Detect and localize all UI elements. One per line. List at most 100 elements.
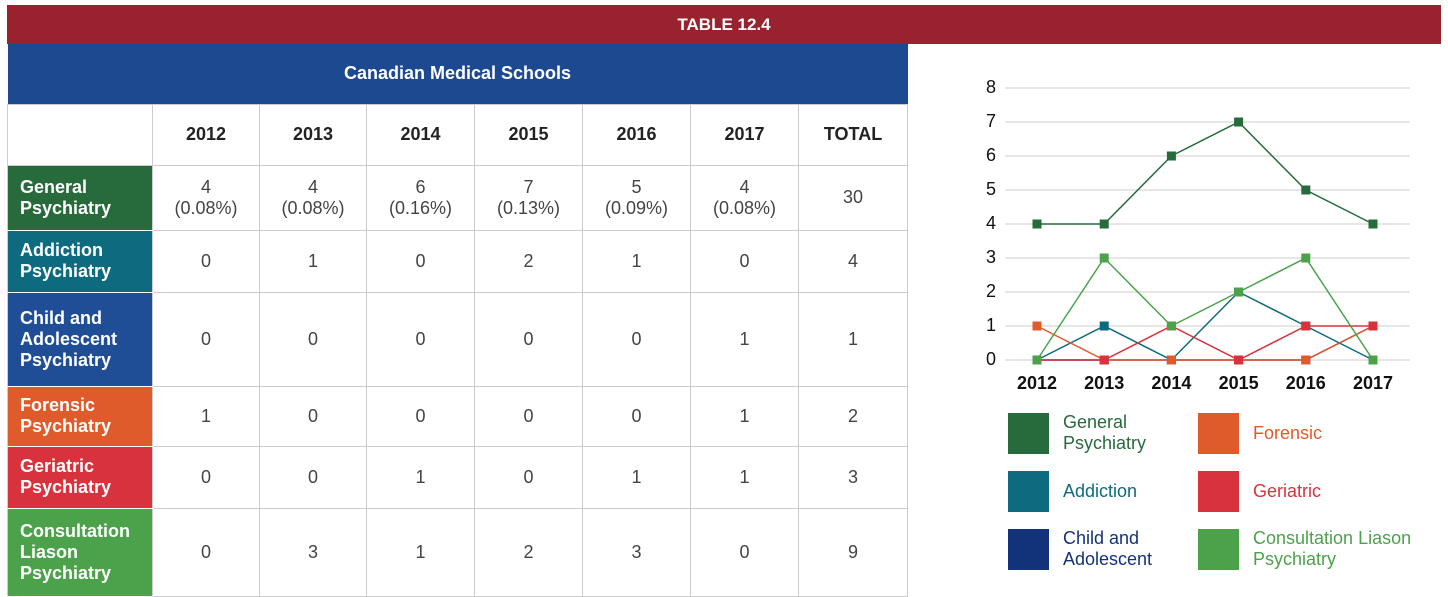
column-header: 2014 <box>366 103 475 166</box>
point <box>1099 253 1109 263</box>
cell: 3 <box>582 507 691 597</box>
row-label: Child and Adolescent Psychiatry <box>7 291 153 387</box>
series-line <box>1036 325 1374 361</box>
column-header: 2012 <box>152 103 260 166</box>
cell: 1 <box>366 445 475 509</box>
y-tick-label: 3 <box>986 247 996 267</box>
legend-item: Addiction <box>1008 470 1183 512</box>
cell: 1 <box>797 291 909 387</box>
legend-label: Forensic <box>1253 422 1323 443</box>
cell-line: 4 <box>200 176 211 197</box>
legend-label: Consultation Liason Psychiatry <box>1253 528 1412 569</box>
cell: 0 <box>152 229 260 293</box>
cell-line: 7 <box>523 176 534 197</box>
x-tick-label: 2013 <box>1084 373 1124 393</box>
point <box>1032 321 1042 331</box>
table-row: General Psychiatry 4 (0.08%) 4 (0.08%) 6 (0.16… <box>7 164 909 231</box>
y-tick-label: 6 <box>986 145 996 165</box>
cell: 5 (0.09%) <box>582 164 691 231</box>
row-label: Forensic Psychiatry <box>7 385 153 447</box>
title-bar: TABLE 12.4 <box>7 5 1441 44</box>
cell: 0 <box>366 291 475 387</box>
cell-line: (0.08%) <box>712 197 777 218</box>
cell: 2 <box>474 229 583 293</box>
legend-item: Forensic <box>1198 412 1438 454</box>
table-title: Canadian Medical Schools <box>7 44 908 104</box>
point <box>1234 287 1244 297</box>
x-tick-label: 2015 <box>1219 373 1259 393</box>
point <box>1099 321 1109 331</box>
table-row: Consultation Liason Psychiatry 0 3 1 2 3 0 9 <box>7 507 909 597</box>
y-tick-label: 2 <box>986 281 996 301</box>
point <box>1301 185 1311 195</box>
point <box>1099 355 1109 365</box>
cell: 1 <box>152 385 260 447</box>
cell: 9 <box>797 507 909 597</box>
cell: 0 <box>474 385 583 447</box>
legend-swatch <box>1198 412 1239 454</box>
x-tick-label: 2017 <box>1353 373 1393 393</box>
cell-line: 6 <box>415 176 426 197</box>
header-row: 2012 2013 2014 2015 2016 2017 TOTAL <box>7 103 909 166</box>
table-row: Forensic Psychiatry 1 0 0 0 0 1 2 <box>7 385 909 447</box>
y-tick-label: 1 <box>986 315 996 335</box>
y-tick-label: 0 <box>986 349 996 369</box>
point <box>1301 321 1311 331</box>
point <box>1301 355 1311 365</box>
x-tick-label: 2014 <box>1151 373 1191 393</box>
cell-line: (0.13%) <box>496 197 561 218</box>
row-label: Consultation Liason Psychiatry <box>7 507 153 597</box>
column-header: 2017 <box>690 103 799 166</box>
cell: 0 <box>366 385 475 447</box>
series-line <box>1036 256 1374 361</box>
cell: 0 <box>690 507 799 597</box>
y-tick-label: 4 <box>986 213 996 233</box>
legend-label: General Psychiatry <box>1063 412 1147 453</box>
legend-item: General Psychiatry <box>1008 412 1183 454</box>
cell: 0 <box>474 291 583 387</box>
cell: 7 (0.13%) <box>474 164 583 231</box>
cell: 1 <box>366 507 475 597</box>
point <box>1032 355 1042 365</box>
point <box>1099 219 1109 229</box>
legend-item: Consultation Liason Psychiatry <box>1198 528 1438 570</box>
cell-line: (0.08%) <box>281 197 345 218</box>
cell-line: (0.16%) <box>388 197 453 218</box>
cell: 4 (0.08%) <box>152 164 260 231</box>
cell: 4 (0.08%) <box>259 164 367 231</box>
cell: 0 <box>152 291 260 387</box>
cell: 30 <box>797 164 909 231</box>
cell: 0 <box>259 291 367 387</box>
cell: 3 <box>797 445 909 509</box>
cell: 4 (0.08%) <box>690 164 799 231</box>
x-tick-label: 2016 <box>1286 373 1326 393</box>
point <box>1234 355 1244 365</box>
column-header: 2016 <box>582 103 691 166</box>
row-label: Addiction Psychiatry <box>7 229 153 293</box>
legend-swatch <box>1008 528 1049 570</box>
cell: 3 <box>259 507 367 597</box>
cell-line: (0.08%) <box>174 197 238 218</box>
point <box>1368 219 1378 229</box>
legend-swatch <box>1198 528 1239 570</box>
cell-line: 5 <box>631 176 642 197</box>
cell-line: 4 <box>739 176 750 197</box>
legend-swatch <box>1198 470 1239 512</box>
point <box>1166 151 1176 161</box>
cell: 0 <box>259 445 367 509</box>
point <box>1166 355 1176 365</box>
legend-label: Child and Adolescent <box>1063 528 1153 569</box>
cell: 6 (0.16%) <box>366 164 475 231</box>
cell: 0 <box>582 385 691 447</box>
y-tick-label: 7 <box>986 111 996 131</box>
cell: 1 <box>690 385 799 447</box>
table-row: Addiction Psychiatry 0 1 0 2 1 0 4 <box>7 229 909 293</box>
legend-label: Addiction <box>1063 480 1138 501</box>
cell-line: (0.09%) <box>604 197 669 218</box>
point <box>1368 321 1378 331</box>
data-table: Canadian Medical Schools 2012 2013 2014 2015… <box>7 44 909 597</box>
column-header: 2013 <box>259 103 367 166</box>
legend-label: Geriatric <box>1253 480 1322 501</box>
